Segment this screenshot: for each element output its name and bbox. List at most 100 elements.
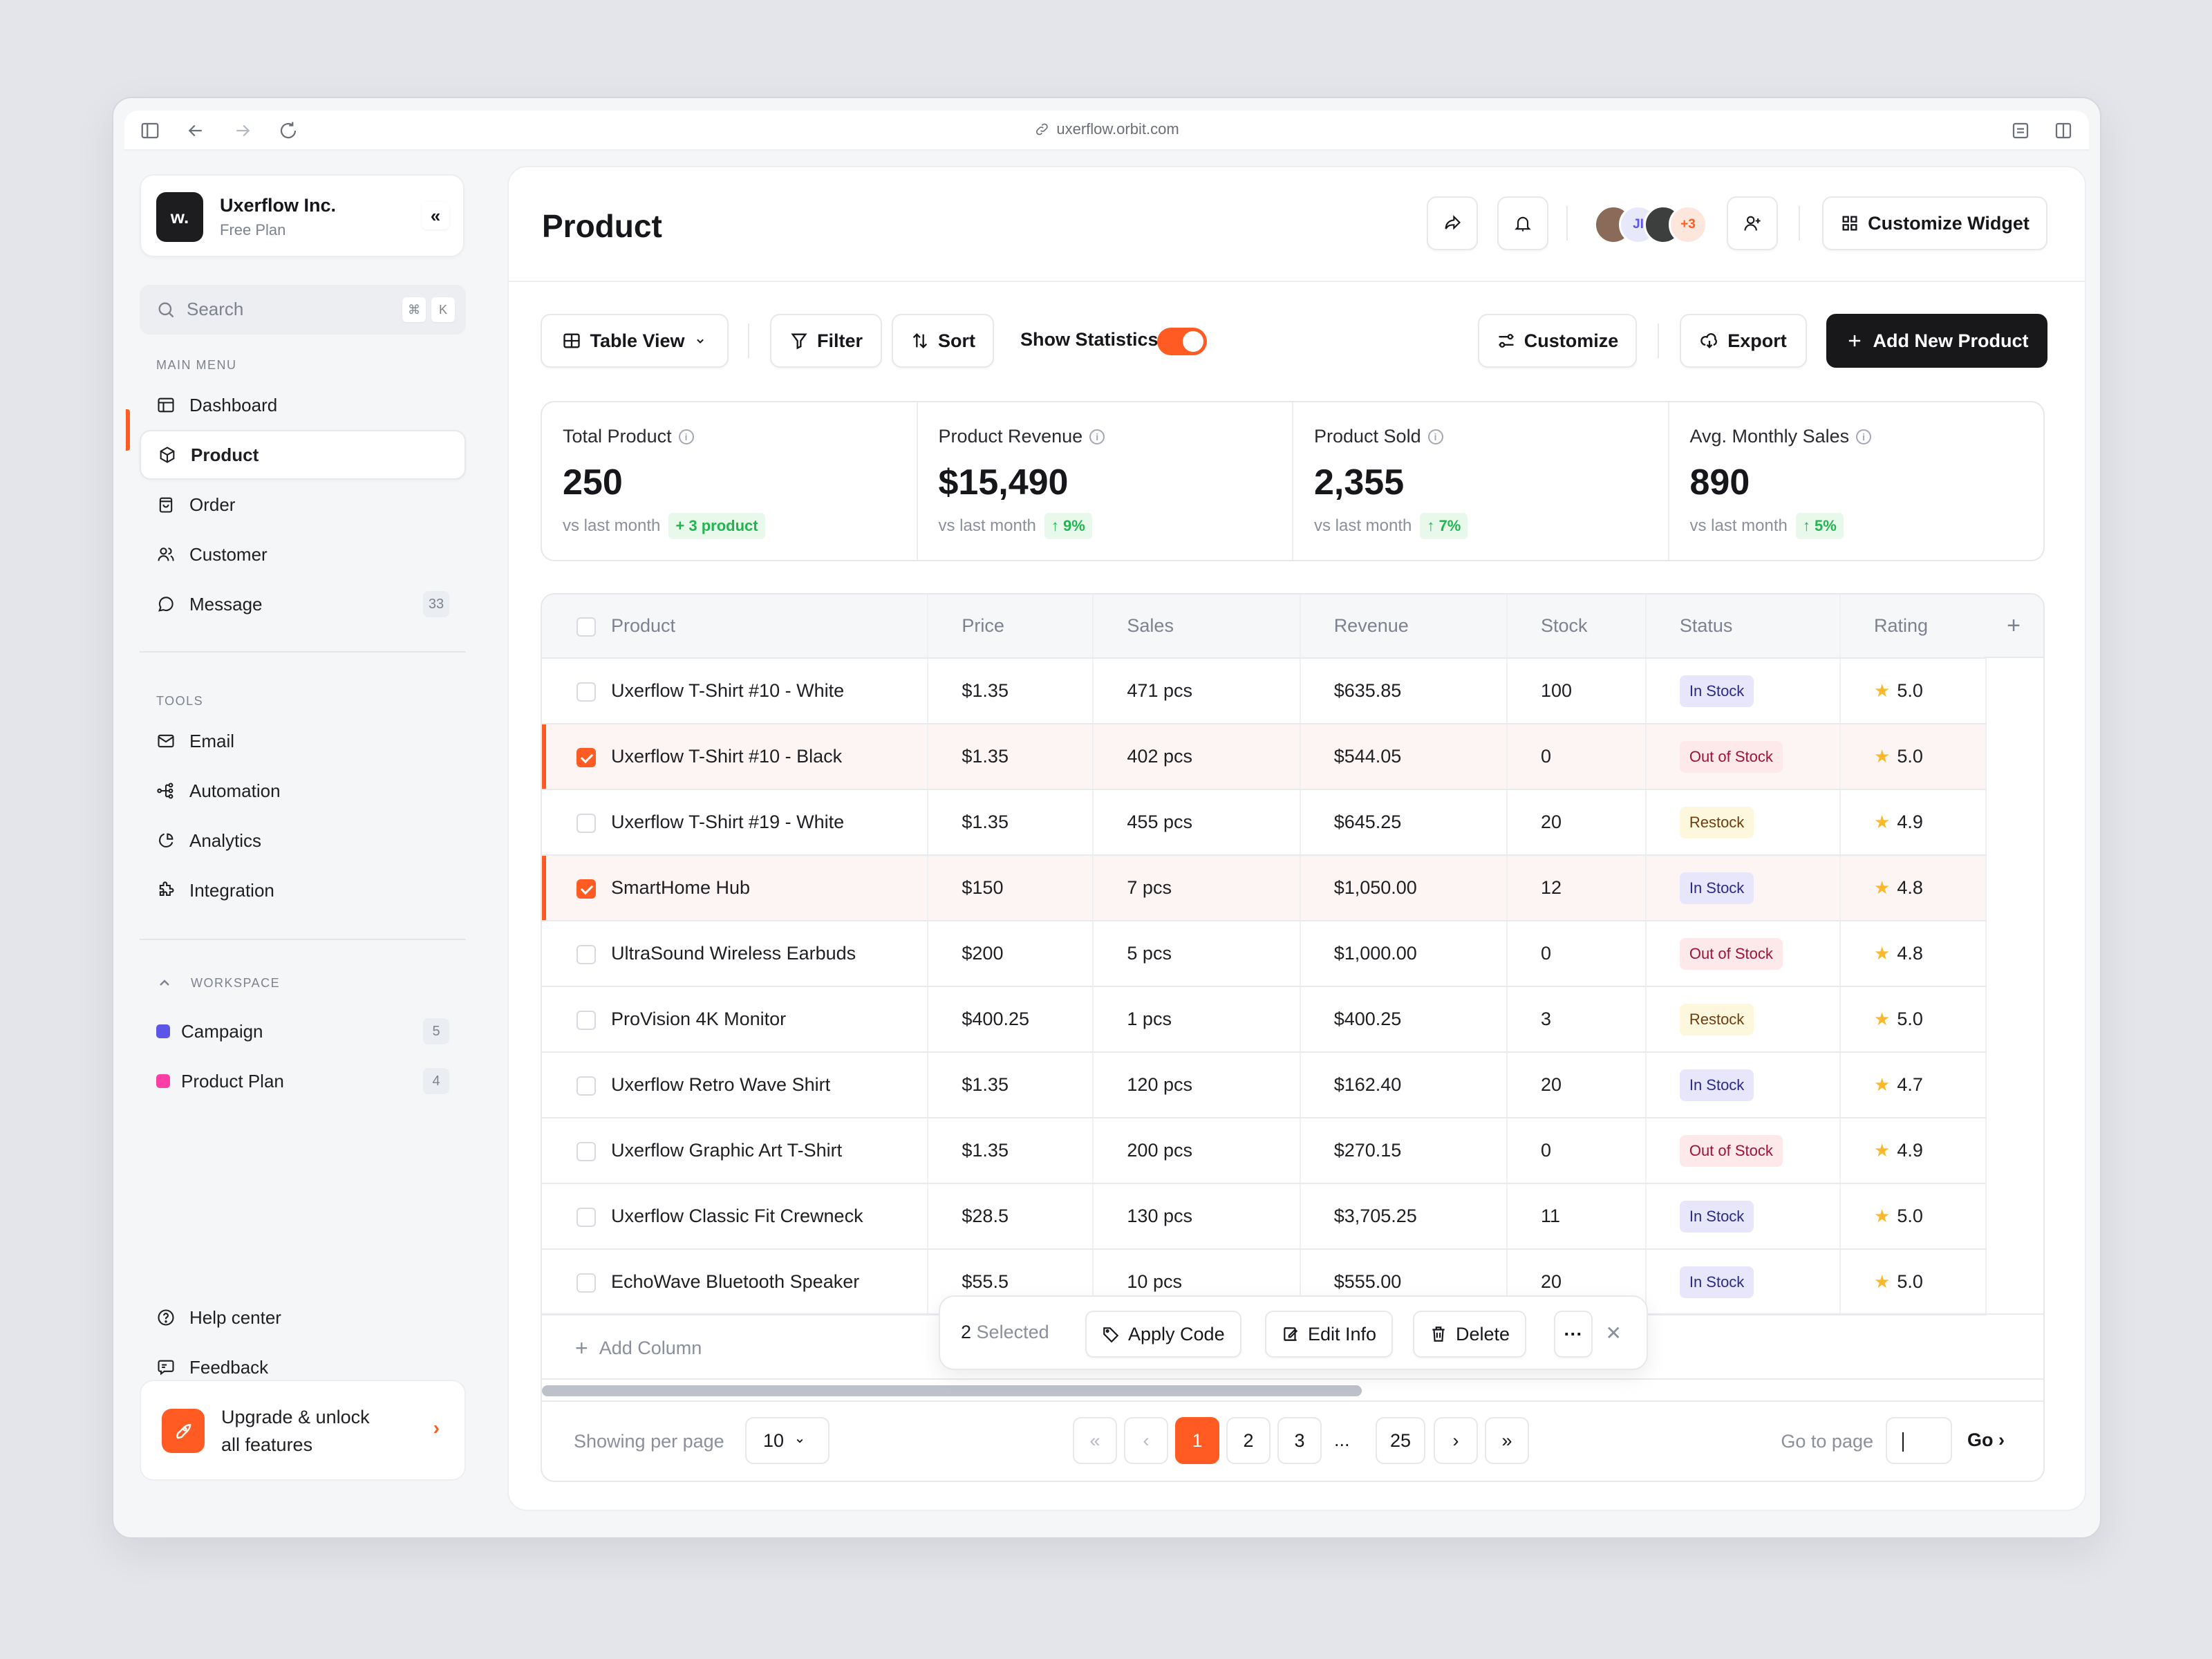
collapse-sidebar-button[interactable]: « xyxy=(422,202,449,229)
scrollbar-thumb[interactable] xyxy=(542,1385,1362,1396)
customize-widget-button[interactable]: Customize Widget xyxy=(1822,196,2047,250)
go-button[interactable]: Go › xyxy=(1967,1430,2005,1450)
sidebar-item-automation[interactable]: Automation xyxy=(140,766,466,816)
sidebar-item-feedback[interactable]: Feedback xyxy=(140,1342,466,1392)
search-input[interactable]: Search ⌘ K xyxy=(140,285,466,335)
info-icon[interactable]: i xyxy=(1089,429,1105,444)
stat-value: 890 xyxy=(1689,462,1750,503)
row-checkbox[interactable] xyxy=(577,682,596,702)
table-row[interactable]: UltraSound Wireless Earbuds $200 5 pcs $1,0… xyxy=(542,921,1987,987)
split-view-icon[interactable] xyxy=(2053,120,2074,141)
page-2-button[interactable]: 2 xyxy=(1226,1417,1271,1464)
row-checkbox[interactable] xyxy=(577,879,596,899)
prev-page-button[interactable]: ‹ xyxy=(1124,1417,1168,1464)
last-page-button[interactable]: » xyxy=(1485,1417,1529,1464)
column-header-rating[interactable]: Rating xyxy=(1840,594,1987,659)
row-checkbox[interactable] xyxy=(577,1273,596,1293)
forward-icon[interactable] xyxy=(232,120,253,141)
column-header-status[interactable]: Status xyxy=(1645,594,1841,659)
apply-code-button[interactable]: Apply Code xyxy=(1085,1311,1241,1358)
sidebar-item-product[interactable]: Product xyxy=(140,430,466,480)
row-checkbox[interactable] xyxy=(577,747,596,767)
sidebar-item-analytics[interactable]: Analytics xyxy=(140,816,466,865)
filter-button[interactable]: Filter xyxy=(770,314,882,368)
invite-member-button[interactable] xyxy=(1727,196,1778,250)
sidebar-item-customer[interactable]: Customer xyxy=(140,529,466,579)
reload-icon[interactable] xyxy=(278,120,299,141)
info-icon[interactable]: i xyxy=(1856,429,1872,444)
row-checkbox[interactable] xyxy=(577,1010,596,1030)
table-row[interactable]: Uxerflow T-Shirt #10 - Black $1.35 402 pcs… xyxy=(542,724,1987,790)
table-row[interactable]: Uxerflow Graphic Art T-Shirt $1.35 200 pcs… xyxy=(542,1118,1987,1184)
row-checkbox[interactable] xyxy=(577,813,596,833)
first-page-button[interactable]: « xyxy=(1073,1417,1117,1464)
notifications-button[interactable] xyxy=(1497,196,1548,250)
layout-icon xyxy=(158,397,174,413)
reader-settings-icon[interactable] xyxy=(2010,120,2031,141)
row-checkbox[interactable] xyxy=(577,1207,596,1227)
sort-button[interactable]: Sort xyxy=(892,314,994,368)
pagination: Showing per page 10 « ‹ 1 2 3 ... 25 › »… xyxy=(542,1402,2043,1481)
upgrade-card[interactable]: Upgrade & unlock all features › xyxy=(140,1380,466,1481)
page-3-button[interactable]: 3 xyxy=(1277,1417,1322,1464)
table-row[interactable]: Uxerflow Retro Wave Shirt $1.35 120 pcs $16… xyxy=(542,1052,1987,1118)
column-header-product[interactable]: Product xyxy=(542,594,929,659)
table-row[interactable]: SmartHome Hub $150 7 pcs $1,050.00 12 In Stoc… xyxy=(542,855,1987,921)
table-row[interactable]: Uxerflow T-Shirt #19 - White $1.35 455 pcs… xyxy=(542,789,1987,856)
sidebar-item-message[interactable]: Message 33 xyxy=(140,579,466,629)
more-members-avatar[interactable]: +3 xyxy=(1669,205,1707,244)
last-page-number-button[interactable]: 25 xyxy=(1376,1417,1425,1464)
view-selector[interactable]: Table View xyxy=(541,314,729,368)
workspace-item-campaign[interactable]: Campaign 5 xyxy=(140,1006,466,1056)
address-bar[interactable]: uxerflow.orbit.com xyxy=(1034,120,1179,138)
add-new-product-button[interactable]: Add New Product xyxy=(1826,314,2047,368)
next-page-button[interactable]: › xyxy=(1434,1417,1478,1464)
show-statistics-toggle[interactable] xyxy=(1157,328,1207,355)
campaign-count-badge: 5 xyxy=(423,1018,449,1044)
page-1-button[interactable]: 1 xyxy=(1175,1417,1219,1464)
sidebar-item-help-center[interactable]: Help center xyxy=(140,1293,466,1342)
back-icon[interactable] xyxy=(185,120,206,141)
column-header-sales[interactable]: Sales xyxy=(1093,594,1301,659)
edit-info-button[interactable]: Edit Info xyxy=(1265,1311,1394,1358)
product-plan-count-badge: 4 xyxy=(423,1068,449,1094)
column-header-stock[interactable]: Stock xyxy=(1506,594,1647,659)
horizontal-scrollbar[interactable] xyxy=(542,1378,2043,1402)
upgrade-line-1: Upgrade & unlock xyxy=(221,1407,370,1427)
upgrade-line-2: all features xyxy=(221,1434,313,1455)
row-checkbox[interactable] xyxy=(577,944,596,964)
row-checkbox[interactable] xyxy=(577,1141,596,1161)
table-row[interactable]: Uxerflow Classic Fit Crewneck $28.5 130 pc… xyxy=(542,1183,1987,1250)
table-row[interactable]: ProVision 4K Monitor $400.25 1 pcs $400.25 3… xyxy=(542,986,1987,1053)
org-switcher[interactable]: w. Uxerflow Inc. Free Plan « xyxy=(140,174,465,257)
customize-button[interactable]: Customize xyxy=(1478,314,1637,368)
delete-button[interactable]: Delete xyxy=(1413,1311,1527,1358)
sales-cell: 402 pcs xyxy=(1093,724,1301,790)
workspace-toggle[interactable]: WORKSPACE xyxy=(156,975,280,991)
per-page-select[interactable]: 10 xyxy=(745,1417,830,1464)
workspace-item-product-plan[interactable]: Product Plan 4 xyxy=(140,1056,466,1106)
sales-cell: 130 pcs xyxy=(1093,1183,1301,1250)
share-button[interactable] xyxy=(1427,196,1478,250)
info-icon[interactable]: i xyxy=(1427,429,1443,444)
sidebar-item-email[interactable]: Email xyxy=(140,716,466,766)
column-header-price[interactable]: Price xyxy=(928,594,1094,659)
table-row[interactable]: Uxerflow T-Shirt #10 - White $1.35 471 pcs… xyxy=(542,658,1987,724)
sidebar-toggle-icon[interactable] xyxy=(140,120,160,141)
row-checkbox[interactable] xyxy=(577,1076,596,1096)
close-icon[interactable]: ✕ xyxy=(1605,1322,1622,1344)
sidebar-item-integration[interactable]: Integration xyxy=(140,865,466,915)
info-icon[interactable]: i xyxy=(678,429,694,444)
workspace-label: WORKSPACE xyxy=(191,975,281,990)
add-column-button[interactable]: + Add Column xyxy=(575,1335,702,1361)
sidebar-item-dashboard[interactable]: Dashboard xyxy=(140,380,466,430)
add-column-icon[interactable]: + xyxy=(1984,594,2043,658)
users-icon xyxy=(158,547,174,561)
status-cell: Restock xyxy=(1645,986,1841,1053)
export-button[interactable]: Export xyxy=(1680,314,1807,368)
sidebar-item-order[interactable]: Order xyxy=(140,480,466,529)
column-header-revenue[interactable]: Revenue xyxy=(1300,594,1508,659)
go-to-page-input[interactable] xyxy=(1886,1417,1952,1464)
more-actions-button[interactable]: ··· xyxy=(1554,1311,1593,1358)
select-all-checkbox[interactable] xyxy=(577,617,596,637)
